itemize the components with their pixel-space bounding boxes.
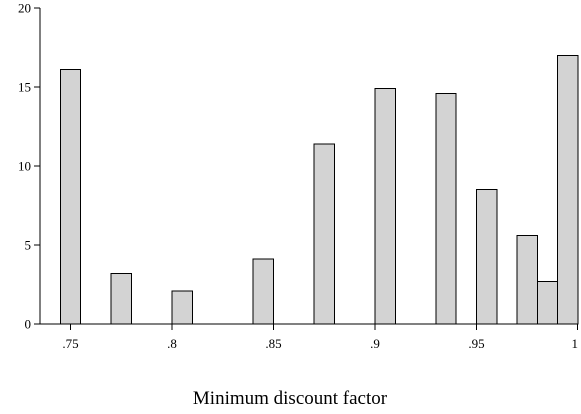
histogram-bar-11 — [557, 54, 579, 325]
y-tick-label: 10 — [18, 159, 31, 174]
histogram-bar-8 — [476, 189, 498, 325]
histogram-bar-2 — [110, 272, 132, 325]
x-tick-label: .9 — [370, 336, 380, 351]
histogram-bar-6 — [374, 88, 396, 325]
y-tick-label: 0 — [25, 317, 32, 332]
histogram-bar-5 — [313, 143, 335, 325]
histogram-bar-3 — [171, 290, 193, 325]
histogram-bar-9 — [516, 235, 538, 325]
x-axis-title: Minimum discount factor — [193, 388, 388, 409]
x-tick-label: .85 — [265, 336, 281, 351]
y-tick-label: 5 — [25, 238, 32, 253]
x-tick-label: .75 — [62, 336, 78, 351]
y-tick-label: 20 — [18, 1, 31, 16]
histogram-bar-7 — [435, 92, 457, 325]
y-axis-ticks: 0 5 10 15 20 — [18, 1, 40, 332]
histogram-bar-4 — [252, 258, 274, 325]
x-tick-label: .8 — [167, 336, 177, 351]
y-tick-label: 15 — [18, 80, 31, 95]
histogram-bar-10 — [536, 280, 559, 325]
x-tick-label: 1 — [572, 336, 579, 351]
x-axis-ticks: .75 .8 .85 .9 .95 1 — [62, 324, 578, 351]
x-tick-label: .95 — [468, 336, 484, 351]
histogram-bar-1 — [59, 69, 82, 325]
bars-group — [59, 54, 579, 325]
